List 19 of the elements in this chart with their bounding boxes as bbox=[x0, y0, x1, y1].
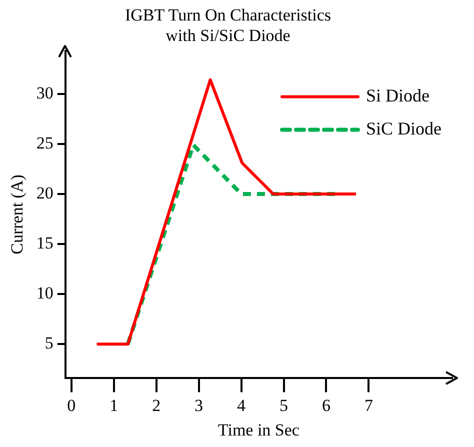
x-tick-label: 2 bbox=[152, 396, 161, 415]
legend-label: Si Diode bbox=[366, 86, 430, 106]
y-axis-title: Current (A) bbox=[8, 174, 27, 254]
x-tick-label: 0 bbox=[67, 396, 76, 415]
x-tick-label: 3 bbox=[194, 396, 204, 415]
y-tick-label: 10 bbox=[36, 284, 54, 303]
x-tick-label: 4 bbox=[237, 396, 246, 415]
y-tick-label: 20 bbox=[36, 183, 54, 202]
y-tick-label: 15 bbox=[36, 234, 54, 253]
x-tick-label: 7 bbox=[364, 396, 374, 415]
x-axis-title: Time in Sec bbox=[218, 420, 300, 440]
x-tick-label: 6 bbox=[322, 396, 330, 415]
x-tick-label: 5 bbox=[280, 396, 288, 415]
x-tick-label: 1 bbox=[110, 396, 118, 415]
y-tick-label: 30 bbox=[36, 83, 54, 102]
y-tick-label: 5 bbox=[44, 334, 54, 353]
y-tick-label: 25 bbox=[36, 133, 54, 152]
chart-title: IGBT Turn On Characteristics with Si/SiC Diode bbox=[124, 6, 332, 46]
legend-label: SiC Diode bbox=[366, 118, 442, 139]
